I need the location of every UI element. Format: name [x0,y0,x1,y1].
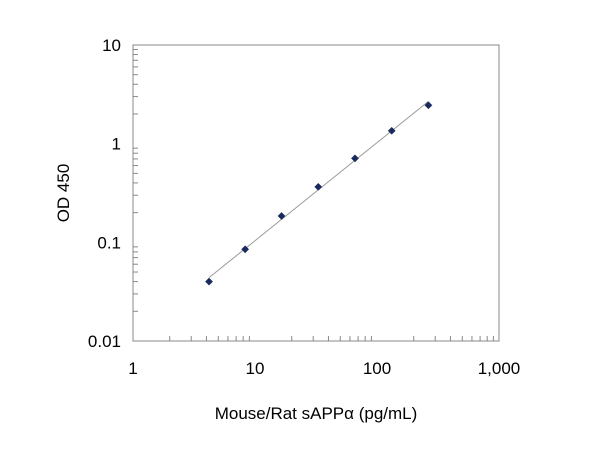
data-points [205,101,433,286]
plot-area [132,44,500,342]
y-tick-label: 1 [112,135,121,154]
y-tick-label: 10 [102,36,121,55]
data-point [241,245,250,254]
data-point [387,126,396,135]
x-tick-label: 1,000 [478,359,521,378]
x-tick-labels: 1 10 100 1,000 [128,359,520,378]
x-tick-label: 100 [363,359,391,378]
y-tick-label: 0.01 [88,332,121,351]
y-tick-labels: 0.01 0.1 1 10 [88,36,121,351]
y-axis-title: OD 450 [54,164,73,223]
x-axis-title: Mouse/Rat sAPPα (pg/mL) [215,404,418,423]
y-tick-label: 0.1 [97,233,121,252]
x-tick-label: 10 [246,359,265,378]
data-point [205,277,213,286]
x-tick-label: 1 [128,359,137,378]
data-point [424,101,433,110]
minor-ticks [133,49,494,341]
data-point [277,212,286,220]
data-point [314,182,323,191]
data-point [351,154,359,163]
